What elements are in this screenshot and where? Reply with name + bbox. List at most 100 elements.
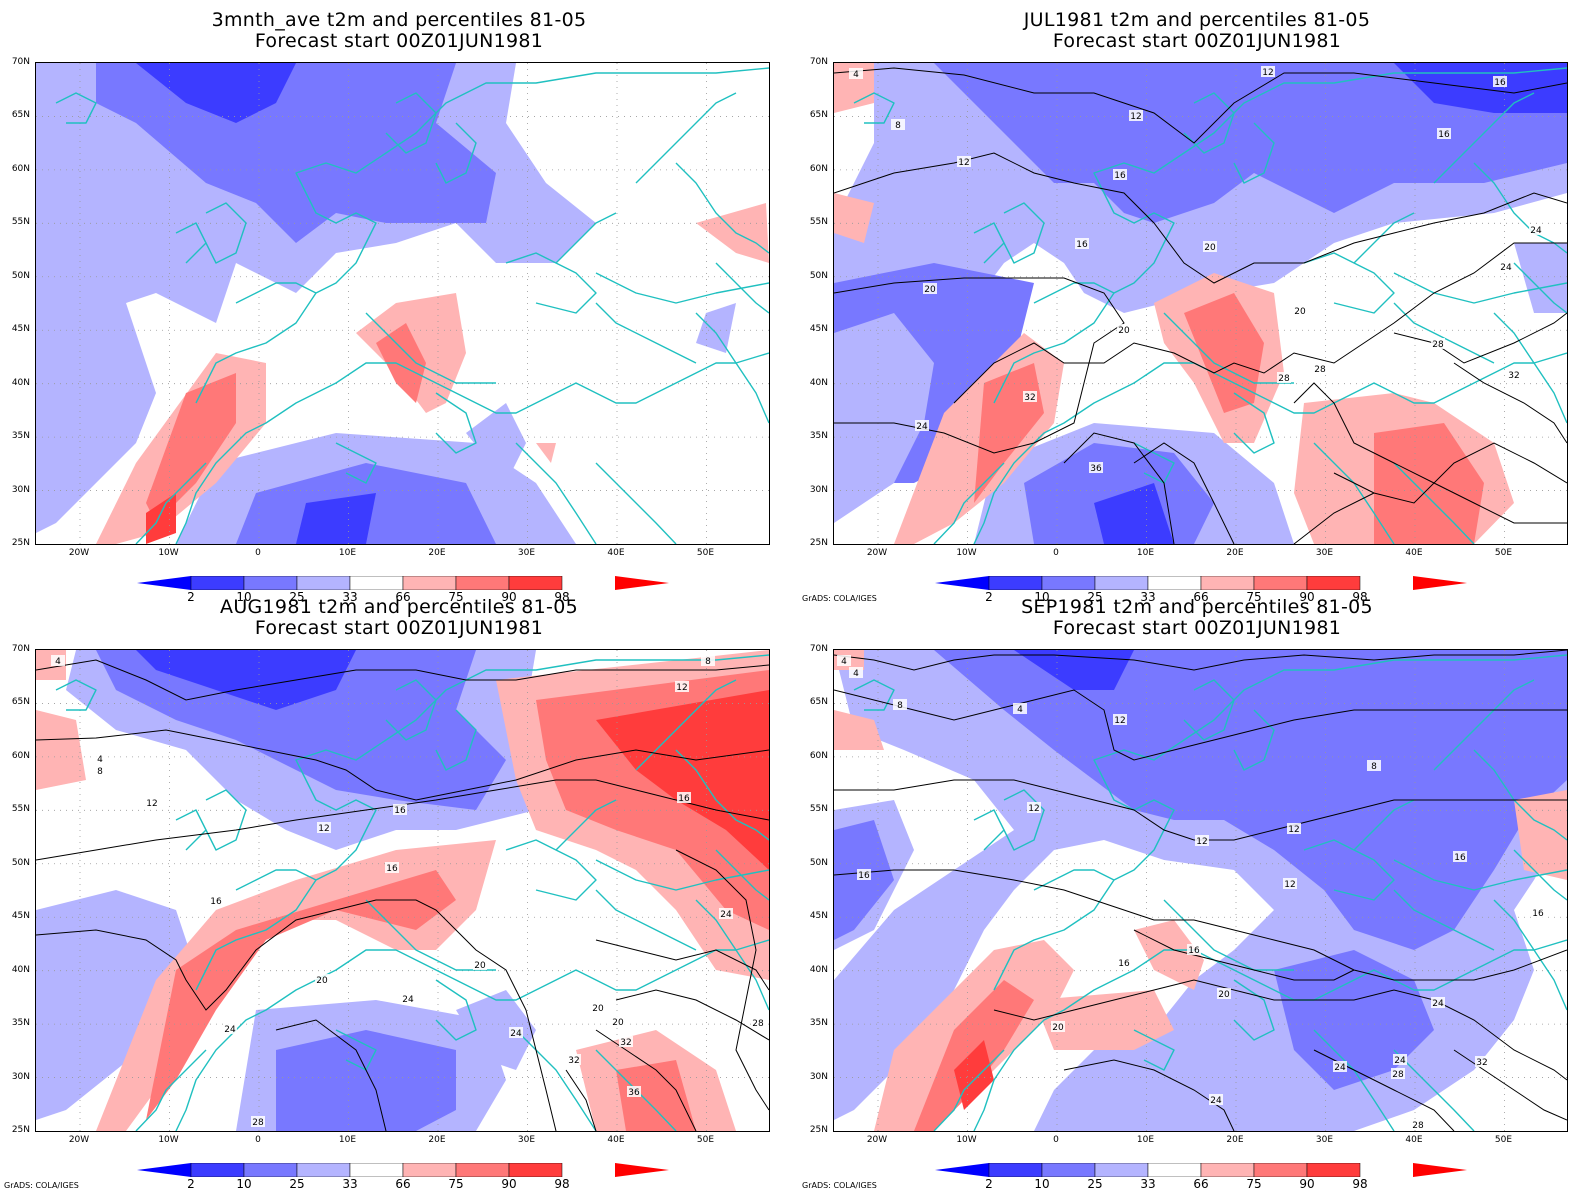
contour-label: 24 (402, 995, 414, 1005)
contour-label: 12 (676, 683, 687, 693)
contour-label: 20 (1294, 307, 1306, 317)
percentile-shading (136, 650, 356, 710)
latitude-label: 30N (809, 1071, 828, 1082)
colorbar-segment (349, 1163, 404, 1177)
colorbar-segment (402, 1163, 457, 1177)
contour-label: 16 (1188, 946, 1200, 956)
map-canvas: 4 8 12 12 12 16 16 16 16 20 20 20 20 24 24 24 28 28 28 32 32… (834, 63, 1567, 544)
colorbar-label: 90 (501, 1177, 517, 1191)
t2m-contours (834, 67, 1567, 544)
colorbar-label: 10 (236, 590, 252, 604)
percentile-shading (456, 990, 536, 1070)
t2m-contours (834, 650, 1567, 1131)
longitude-label: 0 (1053, 1135, 1059, 1145)
colorbar-segment (137, 1163, 191, 1177)
latitude-label: 35N (11, 1018, 30, 1029)
contour-label: 20 (924, 285, 936, 295)
colorbar-label: 75 (448, 1177, 464, 1191)
colorbar-segment (1306, 1163, 1361, 1177)
contour-label: 4 (55, 657, 61, 667)
longitude-label: 10E (1136, 548, 1155, 558)
contour-label: 20 (612, 1018, 624, 1028)
latitude-label: 45N (809, 324, 828, 335)
grads-credit: GrADS: COLA/IGES (4, 1181, 79, 1190)
latitude-label: 35N (11, 431, 30, 442)
contour-label: 20 (592, 1004, 604, 1014)
map-canvas (36, 63, 769, 544)
percentile-shading (596, 690, 769, 870)
longitude-label: 20E (1226, 1135, 1244, 1145)
latitude-label: 55N (809, 217, 828, 228)
coastline (853, 654, 1567, 1131)
colorbar-label: 98 (554, 1177, 570, 1191)
contour-label: 12 (1130, 112, 1141, 122)
contour-label: 24 (1500, 263, 1512, 273)
contour-label: 12 (1196, 837, 1207, 847)
percentile-shading (96, 63, 496, 243)
percentile-shading (276, 1030, 456, 1131)
latitude-label: 40N (809, 964, 828, 975)
contour-label: 24 (1394, 1056, 1406, 1066)
colorbar-segment (137, 576, 191, 590)
colorbar (935, 576, 1467, 590)
contour-label: 28 (752, 1019, 764, 1029)
longitude-label: 50E (1494, 548, 1513, 558)
longitude-label: 10W (158, 1135, 179, 1145)
colorbar-label: 2 (985, 590, 993, 604)
longitude-label: 10W (158, 548, 179, 558)
contour-label: 8 (97, 767, 103, 777)
contour-label: 12 (1262, 68, 1273, 78)
contour-label: 12 (146, 799, 157, 809)
latitude-label: 25N (809, 538, 828, 548)
colorbar (137, 1163, 669, 1177)
coastline (55, 654, 769, 1131)
colorbar-label: 2 (187, 590, 195, 604)
contour-label: 16 (1118, 959, 1130, 969)
latitude-label: 25N (11, 1125, 30, 1135)
colorbar-label: 33 (342, 1177, 358, 1191)
percentile-shading (934, 63, 1567, 223)
contour-label: 16 (858, 871, 870, 881)
latitude-label: 65N (809, 697, 828, 708)
percentile-shading (536, 443, 556, 463)
contour-label: 4 (1017, 705, 1023, 715)
colorbar-segment (1041, 1163, 1096, 1177)
percentile-shading (954, 1040, 994, 1110)
colorbar-label: 33 (1140, 590, 1156, 604)
latitude-label: 50N (11, 857, 30, 868)
longitude-label: 50E (696, 548, 715, 558)
panel-title: SEP1981 t2m and percentiles 81-05 (1021, 596, 1373, 618)
graticule (36, 63, 769, 544)
latitude-label: 30N (11, 1071, 30, 1082)
longitude-label: 30E (517, 548, 536, 558)
colorbar-segment (1413, 576, 1467, 590)
contour-label: 8 (1371, 762, 1377, 772)
longitude-label: 10E (338, 548, 357, 558)
contour-label: 32 (1024, 393, 1035, 403)
contour-label: 32 (1508, 371, 1519, 381)
latitude-label: 65N (11, 697, 30, 708)
contour-label: 16 (678, 794, 690, 804)
colorbar-segment (508, 1163, 563, 1177)
percentile-shading (1134, 920, 1204, 990)
percentile-shading (36, 710, 86, 790)
percentile-shading (934, 650, 1567, 950)
longitude-label: 50E (1494, 1135, 1513, 1145)
colorbar-label: 75 (1246, 1177, 1262, 1191)
contour-label: 4 (97, 755, 103, 765)
percentile-shading (1394, 63, 1567, 113)
percentile-shading (1124, 103, 1194, 193)
panel-sep1981: SEP1981 t2m and percentiles 81-05 Foreca… (798, 587, 1596, 1191)
colorbar-label: 98 (554, 590, 570, 604)
latitude-label: 70N (809, 57, 828, 67)
colorbar-segment (296, 1163, 351, 1177)
latitude-label: 50N (809, 857, 828, 868)
contour-label: 20 (1204, 243, 1216, 253)
longitude-label: 10E (338, 1135, 357, 1145)
latitude-label: 60N (809, 750, 828, 761)
contour-label: 24 (1334, 1063, 1346, 1073)
contour-label: 16 (210, 897, 222, 907)
colorbar-segment (455, 1163, 510, 1177)
contour-label: 28 (1314, 365, 1326, 375)
longitude-label: 20E (428, 548, 446, 558)
